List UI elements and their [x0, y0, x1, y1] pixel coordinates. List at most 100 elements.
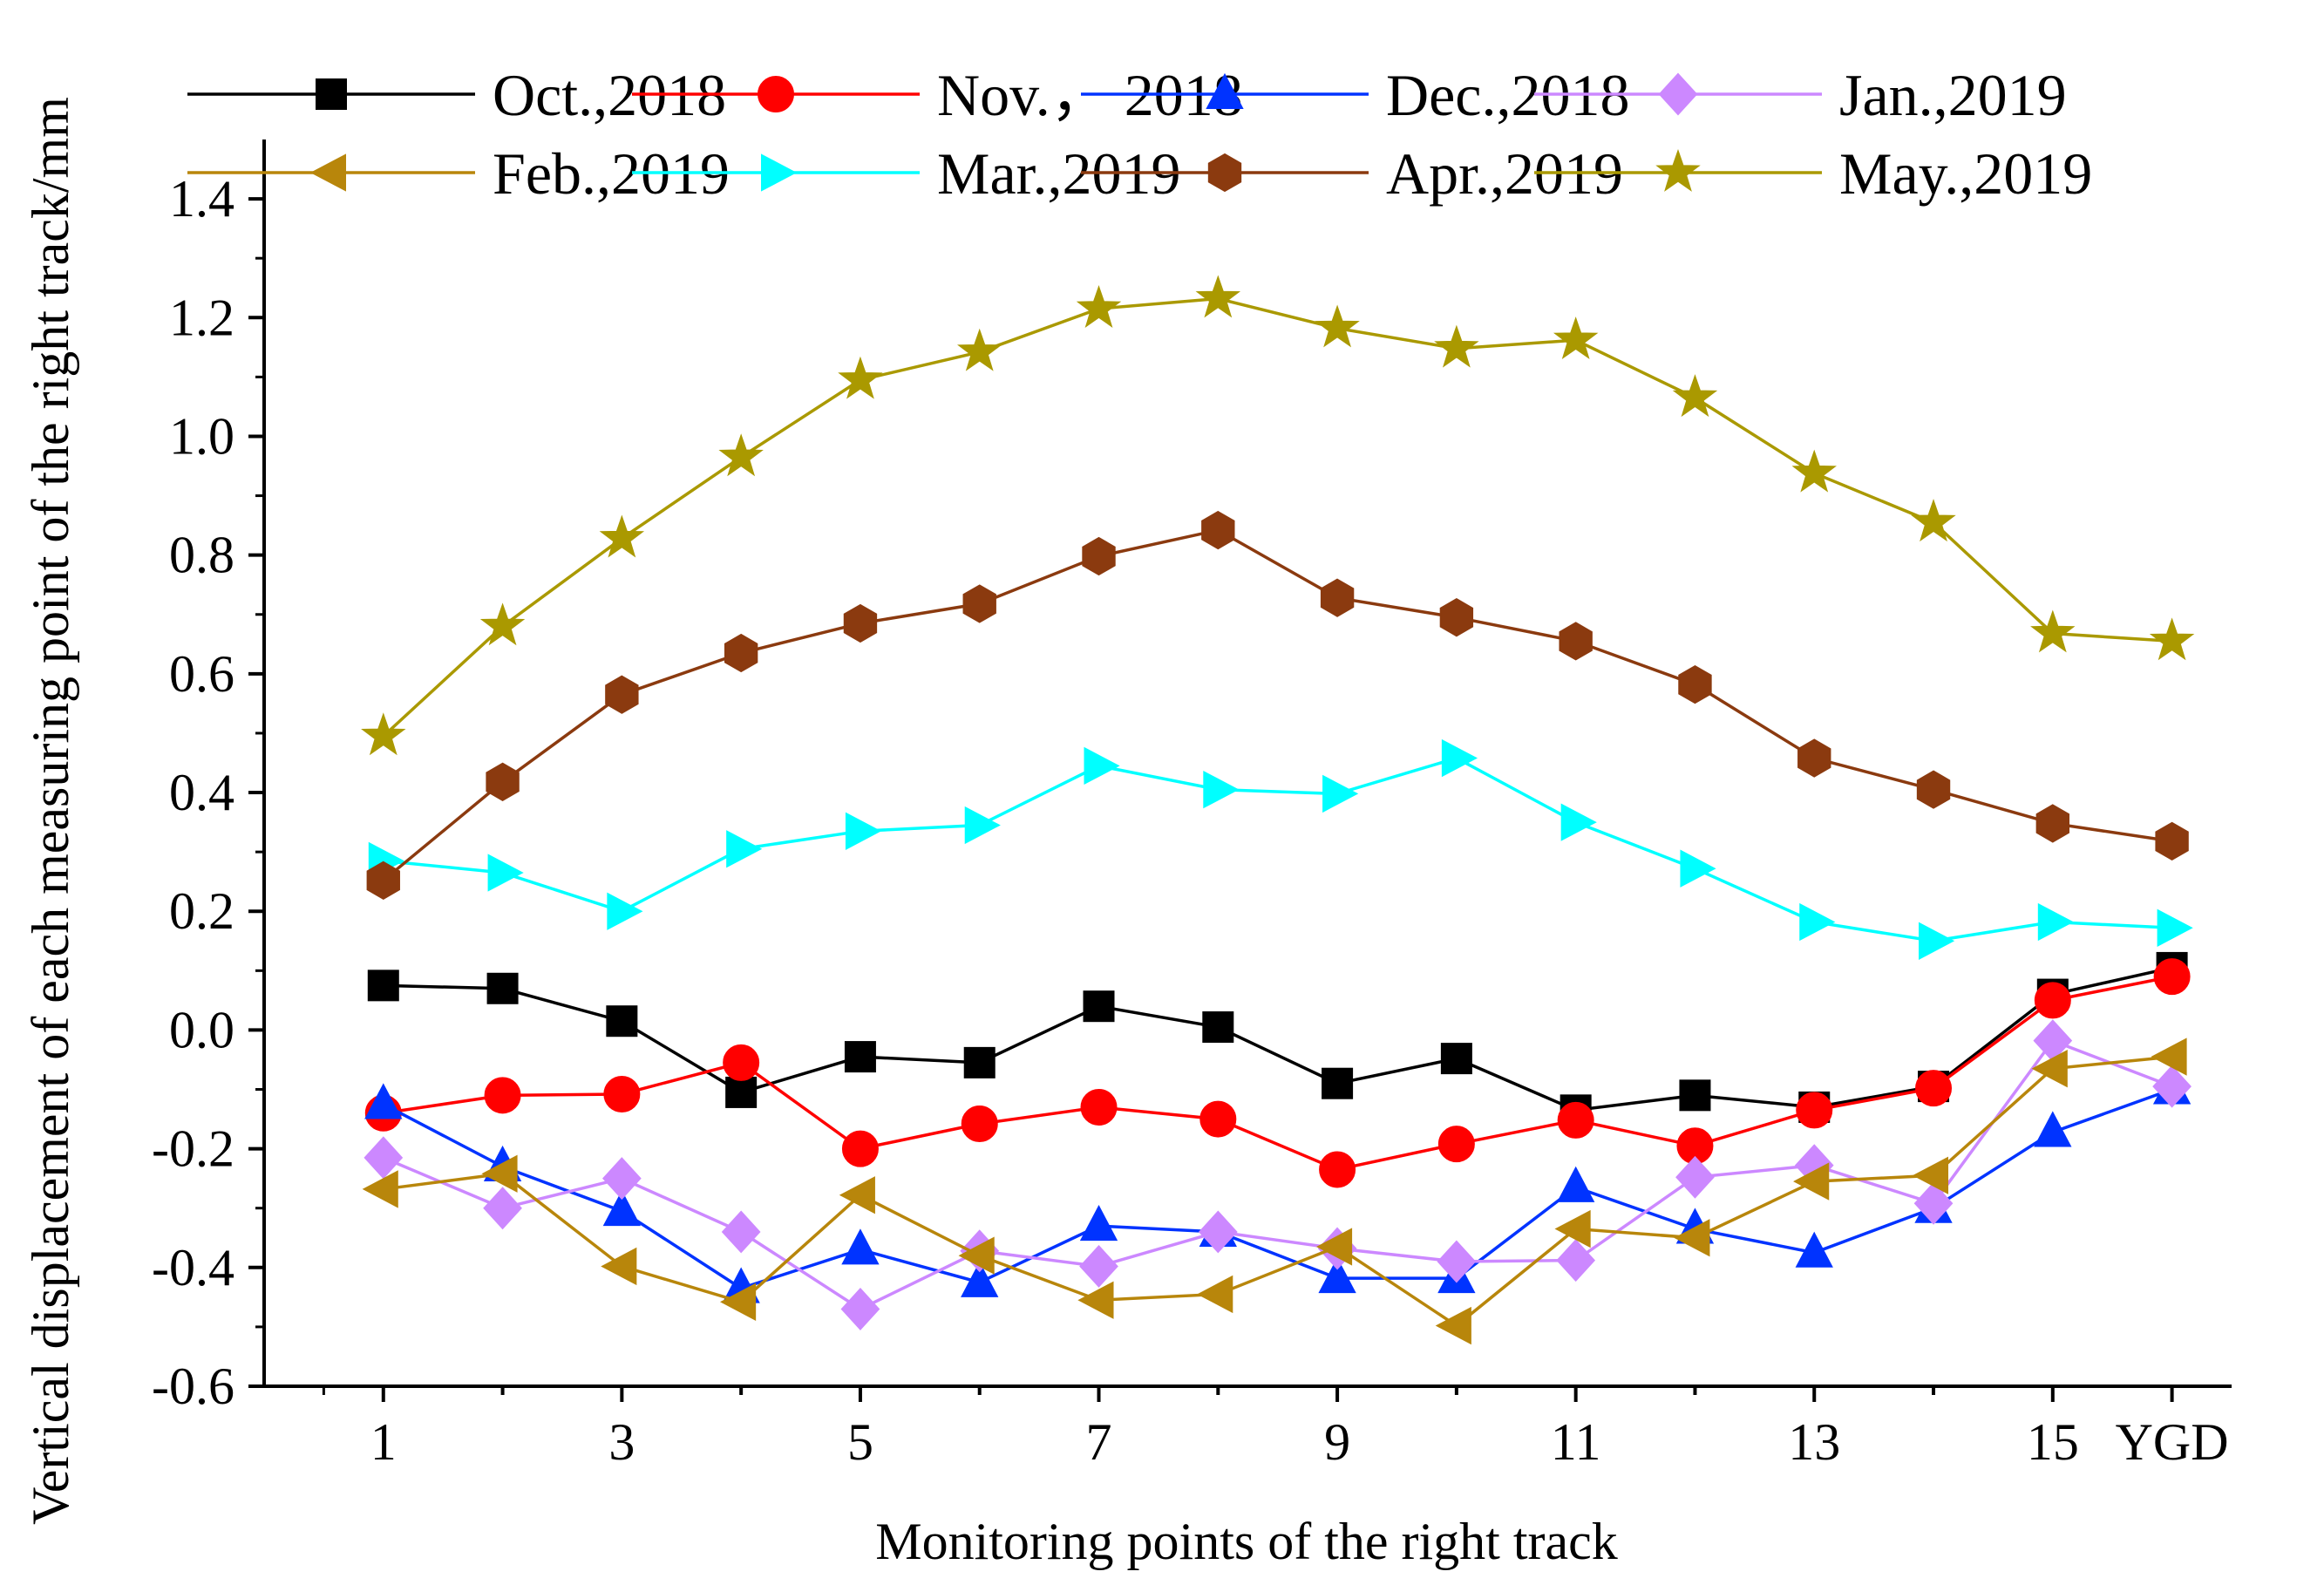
data-point [1791, 449, 1837, 493]
data-point [2149, 617, 2195, 661]
legend-marker [1658, 72, 1698, 116]
data-point [718, 433, 764, 477]
data-point [1195, 275, 1241, 318]
data-point [725, 1076, 758, 1108]
data-point [961, 1261, 999, 1297]
data-point [1322, 1067, 1354, 1099]
data-point [1079, 1204, 1118, 1242]
data-point [1080, 1088, 1118, 1126]
x-tick-label: 13 [1788, 1413, 1840, 1471]
data-point [2037, 902, 2074, 942]
data-point [1796, 1092, 1833, 1129]
series-line [382, 296, 2172, 738]
data-point [962, 584, 996, 623]
legend-marker [1206, 72, 1244, 109]
data-point [1197, 1275, 1233, 1314]
series-feb-2019 [362, 1038, 2187, 1345]
legend-label: Jan.,2019 [1839, 62, 2067, 128]
data-point [2152, 1065, 2191, 1108]
legend-marker [1655, 148, 1701, 192]
data-point [2034, 982, 2071, 1019]
x-tick-label: 7 [1086, 1413, 1112, 1471]
series-line [383, 966, 2172, 1112]
legend-marker [758, 76, 794, 112]
data-point [1077, 1281, 1114, 1319]
x-tick-label: 5 [847, 1413, 873, 1471]
data-point [2153, 958, 2191, 996]
data-point [1911, 499, 1956, 542]
data-point [1680, 849, 1716, 888]
data-point [1556, 1239, 1596, 1282]
data-point [1203, 770, 1240, 809]
data-point [1672, 374, 1718, 418]
legend-item: Jan.,2019 [1534, 62, 2067, 128]
y-tick-label: -0.4 [152, 1239, 234, 1296]
data-point [720, 1282, 757, 1321]
data-point [840, 1287, 880, 1330]
data-point [1079, 1244, 1118, 1288]
data-point [963, 1046, 996, 1078]
data-point [481, 1154, 518, 1193]
series-nov-2018 [364, 958, 2191, 1188]
data-point [1202, 1011, 1234, 1044]
data-point [479, 602, 526, 646]
data-point [1913, 1181, 1954, 1225]
data-point [724, 633, 758, 673]
data-point [602, 1189, 642, 1227]
data-point [1439, 598, 1474, 637]
data-point [1434, 324, 1479, 368]
legend-item: Apr.,2019 [1081, 140, 1623, 207]
data-point [726, 830, 763, 868]
data-point [1437, 1126, 1475, 1163]
data-point [841, 1228, 880, 1265]
data-point [1678, 664, 1712, 704]
series-apr-2019 [366, 510, 2189, 900]
legend-item: May.,2019 [1534, 140, 2092, 207]
data-point [486, 972, 519, 1004]
x-tick-label: 15 [2027, 1413, 2079, 1471]
y-tick-label: -0.6 [152, 1357, 234, 1415]
data-point [1559, 622, 1593, 661]
series-line [383, 1038, 2173, 1311]
data-point [1441, 738, 1478, 778]
data-point [601, 1247, 637, 1286]
y-tick-label: 1.0 [169, 407, 234, 465]
data-point [2151, 1038, 2187, 1076]
data-point [606, 1005, 638, 1038]
series-line [382, 528, 2172, 882]
data-point [1435, 1306, 1471, 1345]
legend-marker [1207, 153, 1242, 193]
data-point [843, 603, 878, 643]
data-point [1318, 1256, 1356, 1294]
data-point [607, 892, 643, 930]
data-point [486, 762, 520, 801]
data-point [1084, 746, 1120, 786]
data-point [1557, 1166, 1595, 1202]
series-layer [361, 275, 2195, 1345]
data-point [961, 1106, 998, 1143]
data-point [1440, 1043, 1472, 1075]
data-point [1201, 510, 1235, 550]
data-point [364, 1136, 404, 1180]
y-tick-label: 1.4 [169, 170, 234, 228]
y-tick-label: 0.8 [169, 527, 234, 584]
series-may-2019 [361, 275, 2195, 756]
y-tick-label: 1.2 [169, 289, 234, 346]
legend-marker [761, 153, 798, 192]
data-point [723, 1044, 760, 1081]
data-point [605, 675, 639, 714]
data-point [603, 1075, 641, 1112]
data-point [487, 854, 524, 892]
legend-label: May.,2019 [1839, 140, 2092, 207]
data-point [1674, 1219, 1710, 1257]
data-point [1675, 1155, 1715, 1199]
data-point [484, 1077, 521, 1114]
y-axis-label: Vertical displacement of each measuring … [22, 97, 79, 1525]
data-point [2030, 609, 2076, 653]
y-tick-label: -0.2 [152, 1120, 234, 1178]
x-tick-label: 3 [608, 1413, 635, 1471]
data-point [602, 1157, 642, 1201]
data-point [1082, 536, 1116, 576]
axes: -0.6-0.4-0.20.00.20.40.60.81.01.21.41 3 5 7… [152, 139, 2232, 1471]
